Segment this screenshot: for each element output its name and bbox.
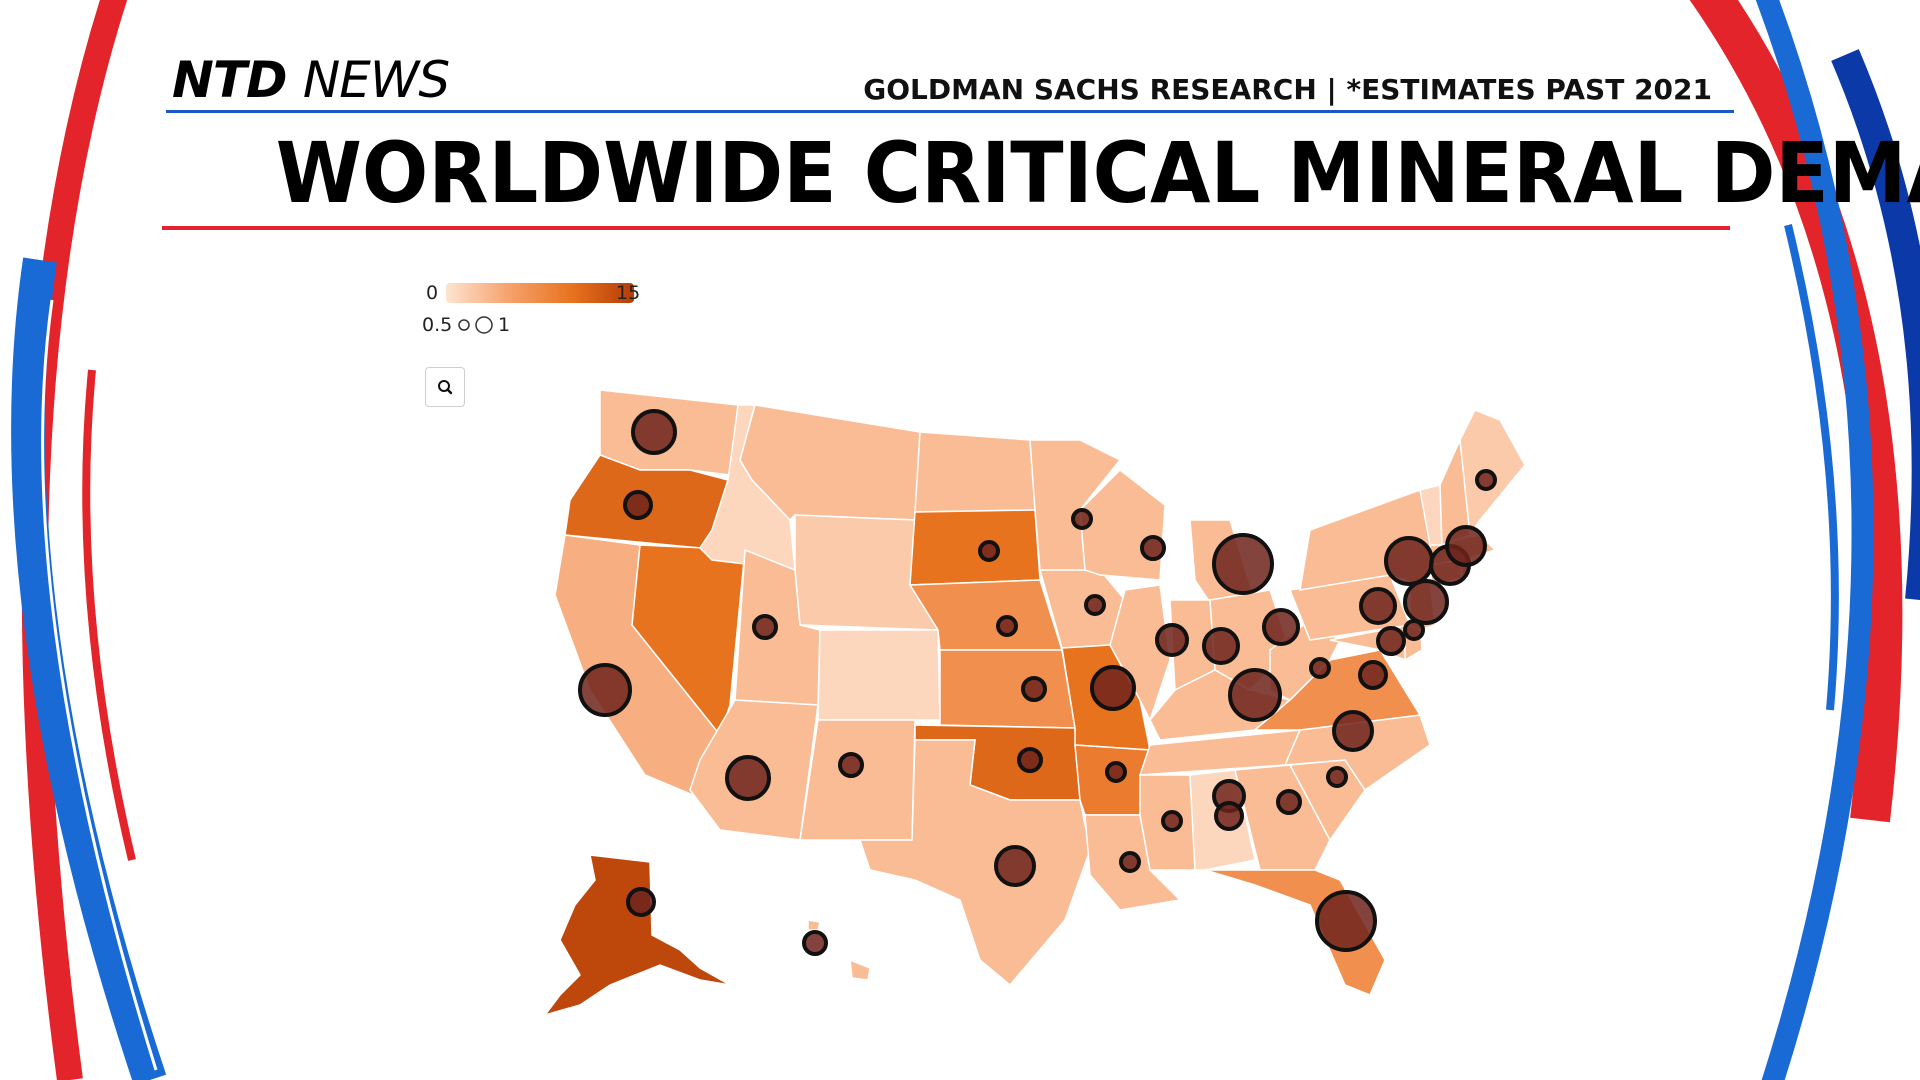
bubble-nc[interactable] <box>1332 710 1374 752</box>
state-nm[interactable] <box>799 719 916 841</box>
bubble-nm[interactable] <box>838 752 864 778</box>
bubble-fl[interactable] <box>1315 890 1377 952</box>
bubble-ok[interactable] <box>1017 747 1043 773</box>
header-rule-blue <box>166 110 1734 113</box>
bubble-ma[interactable] <box>1445 525 1487 567</box>
zoom-button[interactable] <box>425 367 465 407</box>
bubble-wa[interactable] <box>631 409 677 455</box>
logo-secondary: NEWS <box>302 51 450 109</box>
state-hi[interactable] <box>807 919 871 981</box>
bubble-hi[interactable] <box>802 930 828 956</box>
size-legend-max: 1 <box>498 314 511 336</box>
bubble-in[interactable] <box>1202 627 1240 665</box>
bubble-la[interactable] <box>1119 851 1141 873</box>
state-polygons <box>543 389 1526 1017</box>
bubble-ny[interactable] <box>1384 536 1434 586</box>
left-arc-red-thin <box>82 369 136 861</box>
bubble-me[interactable] <box>1475 469 1497 491</box>
map-legend: 0 15 0.5 1 <box>422 280 662 340</box>
state-nd[interactable] <box>914 431 1036 513</box>
state-ak[interactable] <box>543 854 731 1017</box>
color-legend-bar <box>446 283 634 303</box>
bubble-mn[interactable] <box>1071 508 1093 530</box>
bubble-nj[interactable] <box>1403 579 1449 625</box>
bubble-mo[interactable] <box>1090 665 1136 711</box>
bubble-ky[interactable] <box>1228 668 1282 722</box>
left-arc-blue <box>11 257 167 1080</box>
state-ks[interactable] <box>939 649 1076 729</box>
bubble-md[interactable] <box>1376 626 1406 656</box>
logo-primary: NTD <box>172 51 287 109</box>
bubble-wv[interactable] <box>1309 657 1331 679</box>
bubble-al[interactable] <box>1214 801 1244 831</box>
color-legend-min: 0 <box>426 282 439 304</box>
search-icon <box>438 380 453 395</box>
page-title: WORLDWIDE CRITICAL MINERAL DEMAND* <box>275 124 1920 222</box>
bubble-ne[interactable] <box>996 615 1018 637</box>
bubble-ga[interactable] <box>1276 789 1302 815</box>
bubble-or[interactable] <box>623 490 653 520</box>
state-sd[interactable] <box>909 509 1041 586</box>
bubble-il[interactable] <box>1155 623 1189 657</box>
size-legend-circles <box>458 316 493 334</box>
bubble-de[interactable] <box>1403 619 1425 641</box>
state-tx[interactable] <box>858 739 1091 987</box>
ntd-news-logo: NTD NEWS <box>172 51 450 109</box>
bubble-pa[interactable] <box>1359 587 1397 625</box>
bubble-ca[interactable] <box>578 663 632 717</box>
header-rule-red <box>162 226 1730 230</box>
bubble-sd[interactable] <box>978 540 1000 562</box>
bubble-va[interactable] <box>1358 660 1388 690</box>
bubble-oh[interactable] <box>1262 608 1300 646</box>
bubble-tx[interactable] <box>994 845 1036 887</box>
bubble-ak[interactable] <box>626 887 656 917</box>
bubble-ar[interactable] <box>1105 761 1127 783</box>
right-arc-blue <box>1755 0 1874 1080</box>
bubble-mi[interactable] <box>1212 533 1274 595</box>
bubble-sc[interactable] <box>1326 766 1348 788</box>
bubble-ks[interactable] <box>1021 676 1047 702</box>
left-arc-white <box>41 299 158 1071</box>
source-note: GOLDMAN SACHS RESEARCH | *ESTIMATES PAST… <box>863 73 1712 106</box>
bubble-ut[interactable] <box>752 614 778 640</box>
bubble-layer <box>578 409 1497 956</box>
right-arc-blue-outer <box>1831 49 1920 600</box>
bubble-az[interactable] <box>725 755 771 801</box>
bubble-ms[interactable] <box>1161 810 1183 832</box>
state-ga[interactable] <box>1234 764 1331 871</box>
bubble-wi[interactable] <box>1140 535 1166 561</box>
color-legend-max: 15 <box>616 282 641 304</box>
size-legend-min: 0.5 <box>422 314 453 336</box>
bubble-ia[interactable] <box>1084 594 1106 616</box>
right-arc-blue-thin <box>1784 224 1839 711</box>
state-co[interactable] <box>817 629 941 721</box>
